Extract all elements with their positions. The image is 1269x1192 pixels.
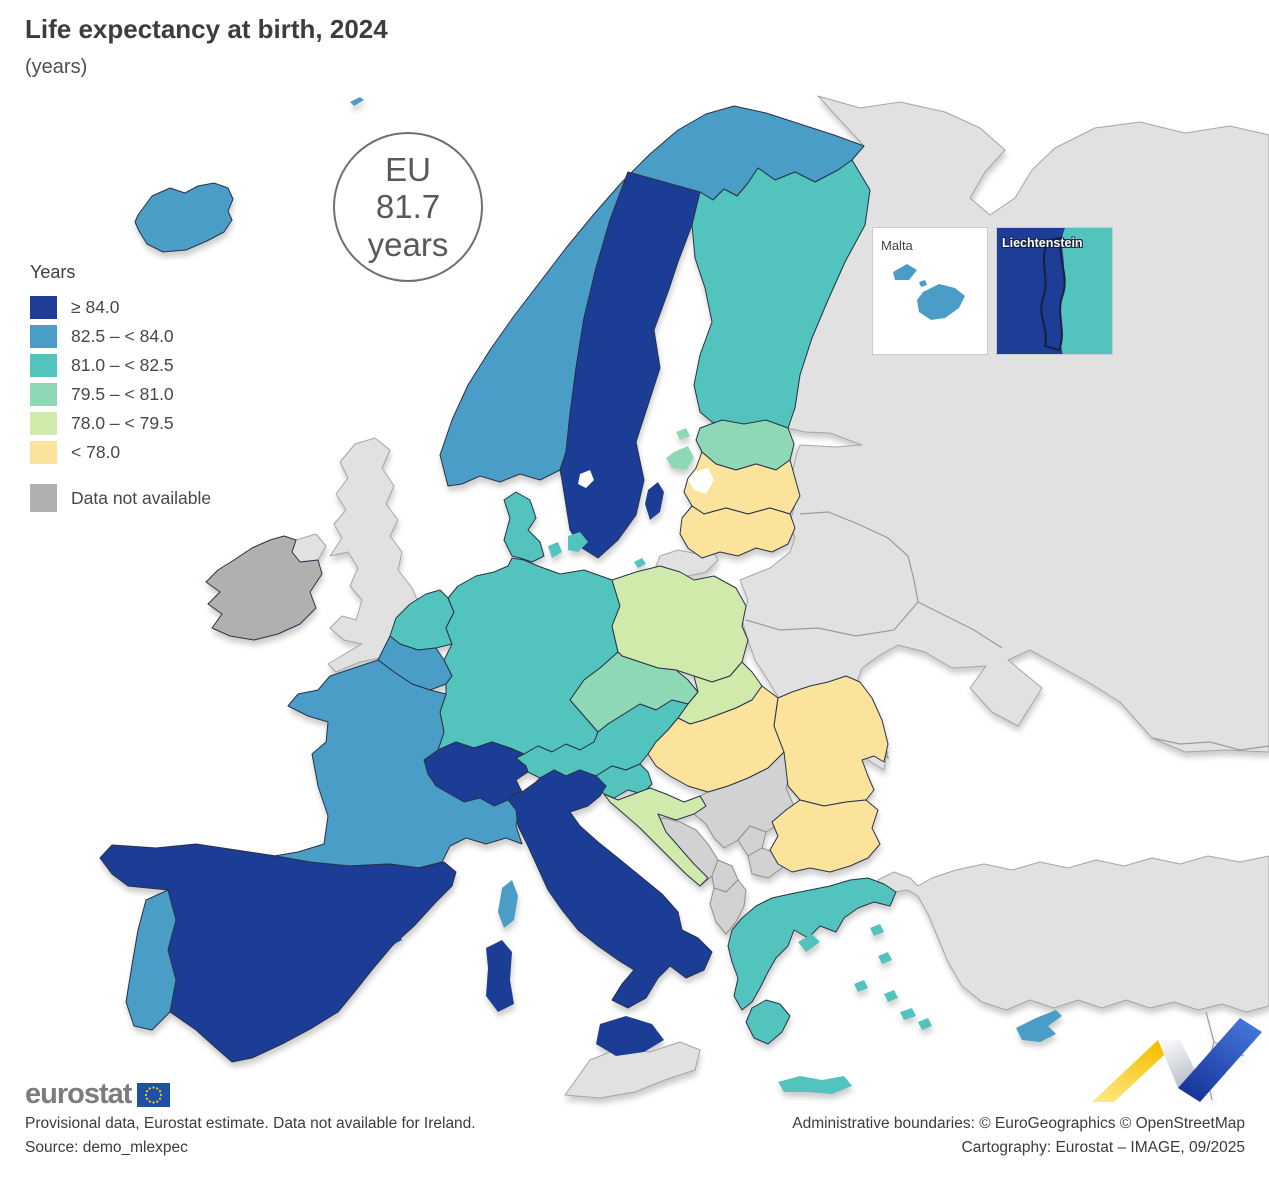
country-romania [773, 675, 889, 807]
inset-malta-label: Malta [881, 238, 913, 253]
aegean-island [884, 990, 898, 1002]
map-legend: Years ≥ 84.0 82.5 – < 84.0 81.0 – < 82.5 79… [30, 262, 211, 515]
eurostat-logo: eurostat [25, 1078, 171, 1111]
country-albania [709, 879, 747, 935]
aegean-island [900, 1008, 916, 1020]
legend-title: Years [30, 262, 76, 282]
footer-note-1: Provisional data, Eurostat estimate. Dat… [25, 1115, 476, 1132]
island-gozo [893, 264, 917, 280]
island-funen [548, 542, 562, 558]
legend-label-c2: 82.5 – < 84.0 [71, 326, 174, 346]
country-bulgaria [769, 799, 881, 873]
legend-item-c6: < 78.0 [30, 438, 211, 467]
country-iceland [134, 182, 234, 253]
island-zealand [568, 532, 588, 552]
island-menorca [390, 934, 402, 944]
island-saaremaa [666, 446, 694, 470]
island-sicily [596, 1016, 664, 1056]
legend-item-c5: 78.0 – < 79.5 [30, 409, 211, 438]
legend-swatch-c6 [30, 441, 57, 464]
legend-item-na: Data not available [30, 481, 211, 515]
legend-item-c1: ≥ 84.0 [30, 293, 211, 322]
footer-notes: Provisional data, Eurostat estimate. Dat… [25, 1112, 476, 1160]
island-sardinia [486, 940, 514, 1012]
legend-label-c6: < 78.0 [71, 442, 121, 462]
footer-attribution-2: Cartography: Eurostat – IMAGE, 09/2025 [961, 1139, 1245, 1157]
aegean-island [870, 924, 884, 936]
legend-swatch-c2 [30, 325, 57, 348]
legend-item-c4: 79.5 – < 81.0 [30, 380, 211, 409]
island-gotland [645, 482, 664, 520]
island-bornholm [634, 558, 646, 568]
legend-swatch-c1 [30, 296, 57, 319]
region-peloponnese [745, 999, 791, 1045]
footer-attribution-1: Administrative boundaries: © EuroGeograp… [792, 1115, 1245, 1132]
country-sweden [559, 171, 701, 559]
legend-item-c2: 82.5 – < 84.0 [30, 322, 211, 351]
country-finland [691, 159, 871, 433]
legend-swatch-c4 [30, 383, 57, 406]
inset-malta: Malta [872, 227, 988, 355]
eu-average-badge: EU 81.7 years [333, 132, 483, 282]
aegean-island [878, 952, 892, 964]
island-malta [917, 284, 965, 320]
island-rhodes [918, 1018, 932, 1030]
country-italy [507, 769, 713, 1009]
page-subtitle: (years) [25, 56, 88, 78]
page-title: Life expectancy at birth, 2024 [25, 14, 388, 44]
island-euboea [798, 934, 820, 952]
island-hiiumaa [676, 428, 690, 440]
legend-label-na: Data not available [71, 487, 212, 508]
inset-liechtenstein-label: Liechtenstein [1002, 236, 1083, 250]
footer-attribution: Administrative boundaries: © EuroGeograp… [792, 1112, 1245, 1160]
region-kosovo [737, 825, 767, 857]
island-ibiza [328, 964, 342, 976]
country-denmark [503, 491, 545, 563]
eurostat-logo-text: eurostat [25, 1078, 132, 1110]
legend-label-c5: 78.0 – < 79.5 [71, 413, 174, 433]
eu-flag-icon [137, 1082, 171, 1107]
country-hungary [647, 685, 785, 793]
eu-badge-unit: years [367, 225, 449, 263]
island-mallorca [352, 944, 382, 964]
inset-liechtenstein: Liechtenstein [996, 227, 1113, 355]
country-ireland [205, 535, 323, 641]
country-turkey [877, 855, 1269, 1013]
country-lithuania [679, 505, 796, 559]
eu-badge-label: EU [385, 151, 431, 189]
image-ribbon-logo [1092, 1018, 1262, 1102]
legend-swatch-na [30, 484, 57, 512]
country-cyprus [1016, 1010, 1062, 1042]
legend-label-c3: 81.0 – < 82.5 [71, 355, 174, 375]
country-croatia [603, 787, 709, 887]
eu-badge-value: 81.7 [375, 188, 441, 226]
island-corsica [498, 880, 518, 928]
footer-note-2: Source: demo_mlexpec [25, 1139, 188, 1157]
island-jan-mayen [350, 97, 364, 106]
legend-item-c3: 81.0 – < 82.5 [30, 351, 211, 380]
country-portugal [125, 889, 177, 1031]
legend-label-c1: ≥ 84.0 [71, 297, 120, 317]
island-comino [919, 280, 927, 287]
country-liechtenstein [1040, 236, 1066, 352]
country-greece [727, 877, 897, 1011]
country-spain [99, 843, 457, 1063]
legend-swatch-c3 [30, 354, 57, 377]
legend-classes: ≥ 84.0 82.5 – < 84.0 81.0 – < 82.5 79.5 – <… [30, 293, 211, 515]
aegean-island [854, 980, 868, 992]
legend-swatch-c5 [30, 412, 57, 435]
island-crete [778, 1076, 852, 1094]
legend-label-c4: 79.5 – < 81.0 [71, 384, 174, 404]
